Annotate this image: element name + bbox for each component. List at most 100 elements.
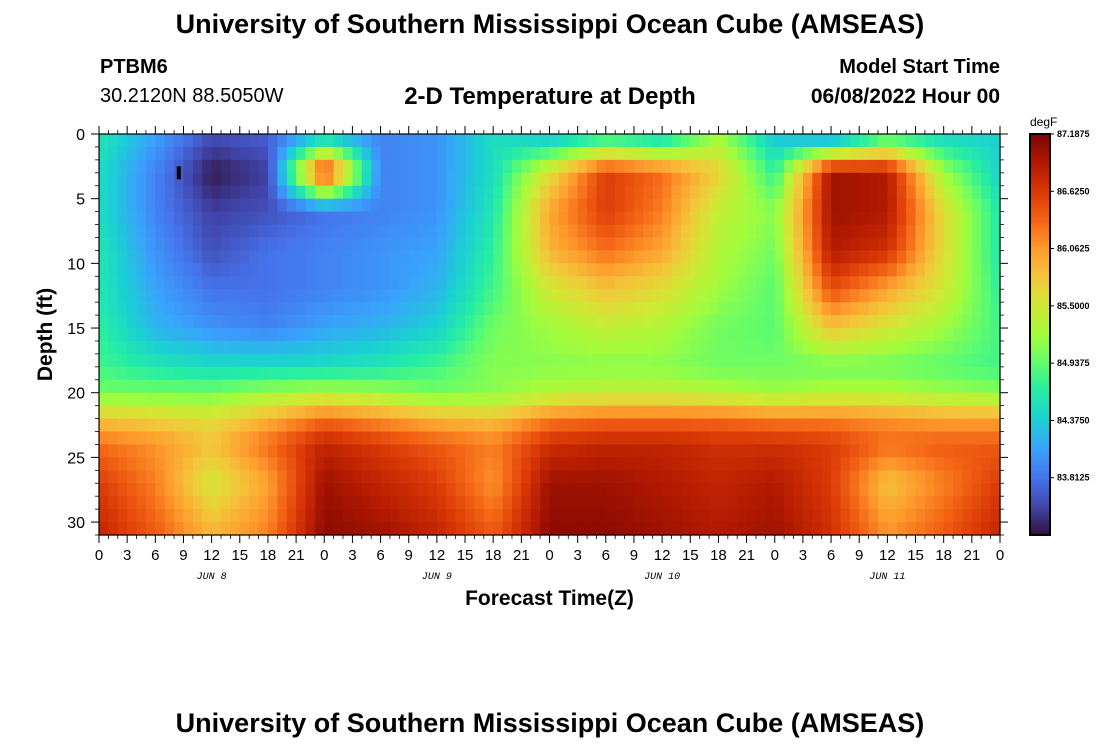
heatmap-cell bbox=[408, 224, 419, 239]
heatmap-cell bbox=[352, 418, 363, 433]
heatmap-cell bbox=[127, 496, 138, 510]
heatmap-cell bbox=[605, 159, 616, 174]
heatmap-cell bbox=[568, 418, 579, 433]
heatmap-cell bbox=[821, 392, 832, 407]
heatmap-cell bbox=[521, 522, 532, 536]
heatmap-cell bbox=[211, 379, 222, 394]
heatmap-cell bbox=[906, 276, 917, 290]
heatmap-cell bbox=[793, 198, 804, 213]
heatmap-cell bbox=[746, 392, 757, 407]
heatmap-cell bbox=[934, 328, 945, 342]
heatmap-cell bbox=[493, 289, 504, 303]
heatmap-cell bbox=[784, 340, 795, 355]
heatmap-cell bbox=[502, 405, 513, 420]
heatmap-cell bbox=[699, 237, 710, 252]
heatmap-cell bbox=[127, 263, 138, 277]
heatmap-cell bbox=[859, 250, 870, 264]
heatmap-cell bbox=[577, 340, 588, 355]
heatmap-cell bbox=[765, 302, 776, 316]
heatmap-cell bbox=[709, 276, 720, 290]
heatmap-cell bbox=[765, 522, 776, 536]
heatmap-cell bbox=[221, 418, 231, 433]
heatmap-cell bbox=[474, 366, 485, 381]
heatmap-cell bbox=[962, 237, 973, 252]
heatmap-cell bbox=[596, 509, 607, 523]
heatmap-cell bbox=[718, 366, 729, 381]
heatmap-cell bbox=[652, 263, 663, 277]
heatmap-cell bbox=[831, 353, 842, 368]
heatmap-cell bbox=[267, 340, 278, 355]
heatmap-cell bbox=[389, 509, 400, 523]
heatmap-cell bbox=[117, 509, 128, 523]
heatmap-cell bbox=[277, 353, 288, 368]
heatmap-cell bbox=[793, 340, 804, 355]
heatmap-cell bbox=[305, 483, 316, 497]
heatmap-cell bbox=[558, 328, 569, 342]
colorbar-tick-label: 85.5000 bbox=[1057, 301, 1090, 311]
heatmap-cell bbox=[436, 431, 447, 446]
heatmap-cell bbox=[108, 457, 119, 471]
heatmap-cell bbox=[831, 276, 842, 290]
heatmap-cell bbox=[296, 470, 307, 484]
heatmap-cell bbox=[333, 392, 344, 407]
heatmap-cell bbox=[183, 392, 194, 407]
heatmap-cell bbox=[558, 237, 569, 252]
heatmap-cell bbox=[324, 431, 335, 446]
heatmap-cell bbox=[530, 146, 541, 161]
heatmap-cell bbox=[690, 483, 701, 497]
heatmap-cell bbox=[859, 392, 870, 407]
heatmap-cell bbox=[765, 496, 776, 510]
heatmap-cell bbox=[934, 457, 945, 471]
heatmap-cell bbox=[230, 418, 241, 433]
heatmap-cell bbox=[343, 159, 354, 174]
colorbar-tick-label: 84.9375 bbox=[1057, 358, 1090, 368]
heatmap-cell bbox=[924, 340, 935, 355]
heatmap-cell bbox=[737, 134, 748, 148]
heatmap-cell bbox=[127, 353, 138, 368]
heatmap-cell bbox=[662, 392, 673, 407]
heatmap-cell bbox=[99, 237, 109, 252]
heatmap-cell bbox=[446, 340, 457, 355]
heatmap-cell bbox=[971, 509, 982, 523]
heatmap-cell bbox=[239, 289, 250, 303]
heatmap-cell bbox=[934, 276, 945, 290]
heatmap-cell bbox=[436, 418, 447, 433]
heatmap-cell bbox=[633, 276, 644, 290]
heatmap-cell bbox=[493, 418, 504, 433]
heatmap-cell bbox=[840, 509, 851, 523]
heatmap-cell bbox=[859, 134, 870, 148]
heatmap-cell bbox=[380, 134, 391, 148]
heatmap-cell bbox=[136, 289, 147, 303]
heatmap-cell bbox=[314, 509, 325, 523]
heatmap-cell bbox=[652, 146, 663, 161]
heatmap-cell bbox=[577, 470, 588, 484]
heatmap-cell bbox=[192, 328, 203, 342]
heatmap-cell bbox=[117, 185, 128, 200]
x-tick-label: 6 bbox=[602, 547, 610, 564]
heatmap-cell bbox=[577, 431, 588, 446]
heatmap-cell bbox=[680, 263, 691, 277]
heatmap-cell bbox=[587, 444, 598, 458]
heatmap-cell bbox=[239, 224, 250, 239]
heatmap-cell bbox=[436, 392, 447, 407]
heatmap-cell bbox=[680, 392, 691, 407]
heatmap-cell bbox=[361, 405, 372, 420]
heatmap-cell bbox=[511, 496, 522, 510]
heatmap-cell bbox=[784, 522, 795, 536]
heatmap-cell bbox=[371, 172, 382, 187]
heatmap-cell bbox=[465, 509, 476, 523]
heatmap-cell bbox=[127, 379, 138, 394]
heatmap-cell bbox=[408, 470, 419, 484]
heatmap-cell bbox=[605, 405, 616, 420]
heatmap-cell bbox=[793, 250, 804, 264]
heatmap-cell bbox=[943, 353, 954, 368]
heatmap-cell bbox=[971, 405, 982, 420]
heatmap-cell bbox=[474, 392, 485, 407]
heatmap-cell bbox=[493, 522, 504, 536]
heatmap-cell bbox=[155, 483, 166, 497]
heatmap-cell bbox=[784, 263, 795, 277]
heatmap-cell bbox=[389, 276, 400, 290]
heatmap-cell bbox=[699, 134, 710, 148]
heatmap-cell bbox=[934, 431, 945, 446]
heatmap-cell bbox=[558, 496, 569, 510]
